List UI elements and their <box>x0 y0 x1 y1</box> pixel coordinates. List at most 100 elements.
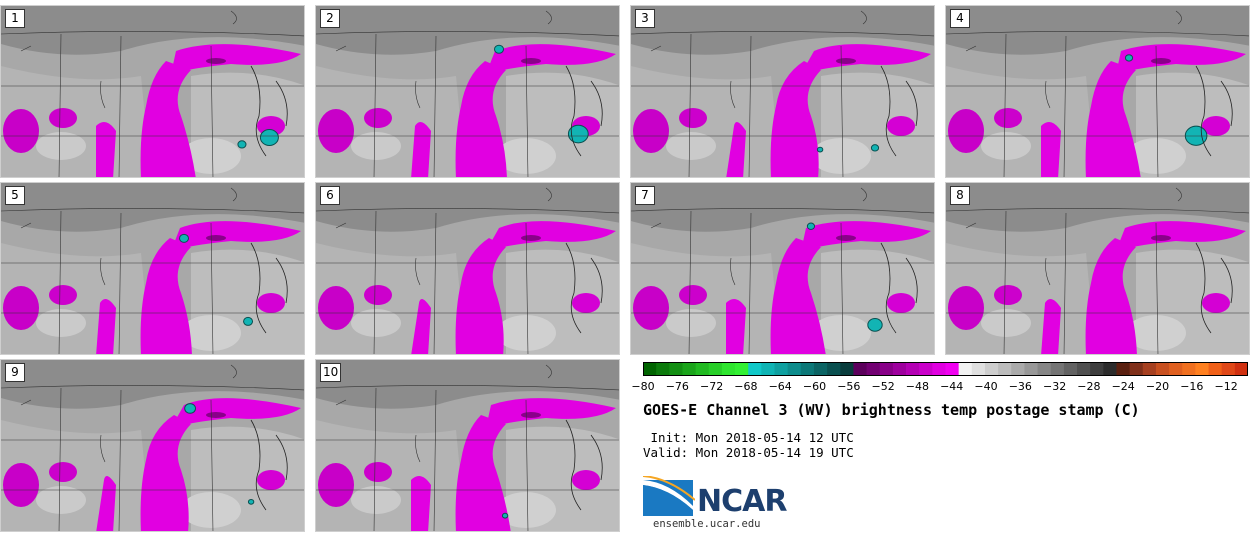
colorbar-segment <box>682 362 697 376</box>
colorbar <box>643 362 1248 376</box>
colorbar-segment <box>984 362 999 376</box>
colorbar-segment <box>1221 362 1236 376</box>
postage-stamp-panel: 1 <box>0 5 305 178</box>
panel-number: 7 <box>635 186 655 205</box>
colorbar-segment <box>1116 362 1131 376</box>
colorbar-tick-label: −12 <box>1214 380 1238 393</box>
water-vapor-map <box>946 6 1249 177</box>
water-vapor-map <box>316 183 619 354</box>
colorbar-segment <box>866 362 881 376</box>
colorbar-tick-label: −48 <box>905 380 929 393</box>
colorbar-segment <box>1090 362 1104 376</box>
colorbar-segment <box>1234 362 1248 376</box>
colorbar-segment <box>1195 362 1209 376</box>
colorbar-segment <box>945 362 960 376</box>
colorbar-segment <box>853 362 867 376</box>
colorbar-segment <box>656 362 670 376</box>
colorbar-segment <box>1142 362 1157 376</box>
colorbar-segment <box>840 362 854 376</box>
panel-number: 5 <box>5 186 25 205</box>
colorbar-tick-label: −60 <box>802 380 827 393</box>
postage-stamp-panel: 10 <box>315 359 620 532</box>
colorbar-segment <box>906 362 920 376</box>
colorbar-segment <box>1169 362 1183 376</box>
colorbar-tick-label: −44 <box>940 380 964 393</box>
colorbar-segment <box>1011 362 1025 376</box>
colorbar-tick-label: −76 <box>665 380 689 393</box>
panel-number: 9 <box>5 363 25 382</box>
colorbar-tick-label: −52 <box>871 380 895 393</box>
colorbar-segment <box>735 362 749 376</box>
colorbar-tick-label: −28 <box>1077 380 1101 393</box>
colorbar-segment <box>958 362 973 376</box>
colorbar-segment <box>787 362 802 376</box>
panel-number: 4 <box>950 9 970 28</box>
water-vapor-map <box>316 360 619 531</box>
water-vapor-map <box>631 183 934 354</box>
postage-stamp-panel: 9 <box>0 359 305 532</box>
water-vapor-map <box>631 6 934 177</box>
postage-stamp-panel: 2 <box>315 5 620 178</box>
ncar-wordmark: NCAR <box>697 484 787 519</box>
init-time: Init: Mon 2018-05-14 12 UTC <box>643 430 854 445</box>
colorbar-tick-label: −64 <box>768 380 792 393</box>
colorbar-segment <box>761 362 775 376</box>
colorbar-tick-label: −72 <box>699 380 724 393</box>
colorbar-segment <box>721 362 736 376</box>
postage-stamp-panel: 8 <box>945 182 1250 355</box>
colorbar-segment <box>998 362 1012 376</box>
colorbar-tick-label: −32 <box>1042 380 1067 393</box>
water-vapor-map <box>946 183 1249 354</box>
colorbar-tick-label: −68 <box>734 380 758 393</box>
colorbar-segment <box>643 362 657 376</box>
colorbar-segment <box>1182 362 1196 376</box>
colorbar-segment <box>1050 362 1065 376</box>
panel-number: 1 <box>5 9 25 28</box>
colorbar-tick-label: −20 <box>1145 380 1170 393</box>
colorbar-segment <box>1103 362 1117 376</box>
colorbar-segment <box>932 362 946 376</box>
site-url: ensemble.ucar.edu <box>653 518 761 530</box>
water-vapor-map <box>1 6 304 177</box>
colorbar-segment <box>669 362 683 376</box>
colorbar-segment <box>892 362 907 376</box>
colorbar-segment <box>774 362 789 376</box>
postage-stamp-panel: 6 <box>315 182 620 355</box>
colorbar-segment <box>1024 362 1038 376</box>
colorbar-tick-label: −36 <box>1008 380 1032 393</box>
colorbar-tick-label: −40 <box>974 380 998 393</box>
colorbar-segment <box>708 362 723 376</box>
water-vapor-map <box>1 360 304 531</box>
colorbar-segment <box>879 362 894 376</box>
postage-stamp-panel: 5 <box>0 182 305 355</box>
panel-number: 6 <box>320 186 340 205</box>
colorbar-segment <box>919 362 933 376</box>
panel-number: 8 <box>950 186 970 205</box>
postage-stamp-panel: 4 <box>945 5 1250 178</box>
colorbar-segment <box>971 362 986 376</box>
colorbar-segment <box>800 362 815 376</box>
colorbar-segment <box>695 362 710 376</box>
colorbar-tick-label: −80 <box>631 380 655 393</box>
colorbar-segment <box>1129 362 1144 376</box>
valid-time: Valid: Mon 2018-05-14 19 UTC <box>643 445 854 460</box>
postage-stamp-panel: 3 <box>630 5 935 178</box>
postage-stamp-panel: 7 <box>630 182 935 355</box>
ncar-logo-icon <box>643 476 695 516</box>
product-title: GOES-E Channel 3 (WV) brightness temp po… <box>643 401 1140 419</box>
colorbar-segment <box>1037 362 1052 376</box>
colorbar-tick-label: −24 <box>1111 380 1135 393</box>
panel-number: 3 <box>635 9 655 28</box>
water-vapor-map <box>1 183 304 354</box>
colorbar-tick-label: −56 <box>837 380 861 393</box>
colorbar-tick-label: −16 <box>1180 380 1204 393</box>
colorbar-segment <box>1077 362 1091 376</box>
colorbar-segment <box>813 362 828 376</box>
colorbar-segment <box>748 362 762 376</box>
water-vapor-map <box>316 6 619 177</box>
colorbar-segment <box>1063 362 1078 376</box>
colorbar-segment <box>827 362 841 376</box>
panel-number: 2 <box>320 9 340 28</box>
colorbar-segment <box>1208 362 1223 376</box>
colorbar-segment <box>1155 362 1170 376</box>
